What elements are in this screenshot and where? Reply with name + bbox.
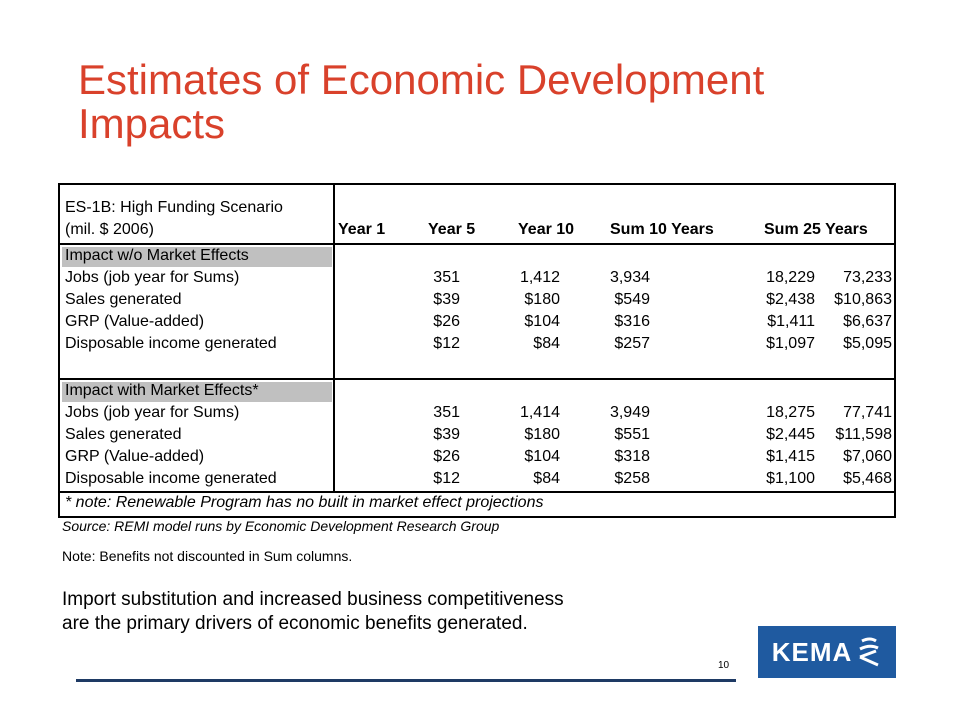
body-line: Import substitution and increased busine… [62, 589, 564, 610]
cell: $551 [614, 426, 650, 443]
table-row: Jobs (job year for Sums) 351 1,414 3,949… [60, 402, 894, 424]
table-heading-row-1: ES-1B: High Funding Scenario [60, 197, 894, 219]
cell: $1,415 [766, 448, 815, 465]
table-row: GRP (Value-added) $26 $104 $318 $1,415 $… [60, 446, 894, 468]
discount-note: Note: Benefits not discounted in Sum col… [62, 548, 353, 564]
cell: $84 [533, 335, 560, 352]
section-label-background [62, 247, 332, 267]
cell: 77,741 [843, 404, 892, 421]
row-label: GRP (Value-added) [65, 313, 205, 330]
cell: $257 [614, 335, 650, 352]
cell: $258 [614, 470, 650, 487]
footnote-divider [60, 491, 894, 493]
cell: $5,095 [843, 335, 892, 352]
column-header: Sum 25 Years [764, 221, 868, 238]
row-label: Disposable income generated [65, 470, 277, 487]
row-label: Disposable income generated [65, 335, 277, 352]
cell: $6,637 [843, 313, 892, 330]
cell: $2,445 [766, 426, 815, 443]
column-header: Year 5 [428, 221, 476, 238]
kema-wave-icon [859, 637, 879, 667]
cell: $26 [433, 313, 460, 330]
cell: 351 [433, 404, 460, 421]
cell: $549 [614, 291, 650, 308]
table-heading-line1: ES-1B: High Funding Scenario [65, 199, 283, 216]
cell: 73,233 [843, 269, 892, 286]
row-label: Sales generated [65, 291, 182, 308]
cell: $10,863 [834, 291, 892, 308]
footnote-row: * note: Renewable Program has no built i… [60, 492, 894, 514]
footer-rule [76, 679, 736, 682]
logo-text: KEMA [771, 636, 853, 667]
slide-title: Estimates of Economic Development Impact… [78, 56, 765, 147]
body-line: are the primary drivers of economic bene… [62, 613, 528, 634]
column-header: Year 1 [338, 221, 386, 238]
column-header: Sum 10 Years [610, 221, 714, 238]
cell: $1,411 [767, 313, 815, 330]
economic-impact-table: ES-1B: High Funding Scenario (mil. $ 200… [58, 183, 896, 518]
cell: 18,229 [766, 269, 815, 286]
cell: $7,060 [843, 448, 892, 465]
cell: $26 [433, 448, 460, 465]
cell: 3,949 [609, 404, 650, 421]
cell: $12 [433, 335, 460, 352]
cell: $39 [433, 426, 460, 443]
cell: $316 [614, 313, 650, 330]
cell: $104 [524, 448, 560, 465]
cell: 1,412 [519, 269, 560, 286]
source-note: Source: REMI model runs by Economic Deve… [62, 518, 500, 534]
cell: $180 [524, 426, 560, 443]
section-divider [60, 378, 894, 380]
header-divider [60, 243, 894, 245]
column-header: Year 10 [518, 221, 575, 238]
table-row: Jobs (job year for Sums) 351 1,412 3,934… [60, 267, 894, 289]
cell: $11,598 [835, 426, 892, 443]
cell: 1,414 [519, 404, 560, 421]
table-row: Disposable income generated $12 $84 $258… [60, 468, 894, 490]
cell: $12 [433, 470, 460, 487]
section-label: Impact w/o Market Effects [65, 247, 249, 264]
body-text: Import substitution and increased busine… [62, 588, 702, 636]
cell: 3,934 [609, 269, 650, 286]
cell: $39 [433, 291, 460, 308]
section-label-row: Impact with Market Effects* [60, 380, 894, 402]
cell: $180 [524, 291, 560, 308]
table-footnote: * note: Renewable Program has no built i… [65, 494, 544, 511]
section-label-background [62, 382, 332, 402]
row-label: Jobs (job year for Sums) [65, 404, 240, 421]
cell: $2,438 [766, 291, 815, 308]
cell: 351 [433, 269, 460, 286]
cell: $84 [533, 470, 560, 487]
cell: 18,275 [766, 404, 815, 421]
cell: $104 [524, 313, 560, 330]
kema-logo: KEMA [758, 626, 896, 678]
cell: $1,100 [766, 470, 815, 487]
table-row: Sales generated $39 $180 $551 $2,445 $11… [60, 424, 894, 446]
section-label-row: Impact w/o Market Effects [60, 245, 894, 267]
row-label: GRP (Value-added) [65, 448, 205, 465]
table-row: Sales generated $39 $180 $549 $2,438 $10… [60, 289, 894, 311]
page-number: 10 [718, 660, 730, 671]
table-heading-line2: (mil. $ 2006) [65, 221, 154, 238]
row-label: Sales generated [65, 426, 182, 443]
cell: $318 [614, 448, 650, 465]
table-row: GRP (Value-added) $26 $104 $316 $1,411 $… [60, 311, 894, 333]
cell: $5,468 [843, 470, 892, 487]
column-divider [333, 185, 335, 493]
row-label: Jobs (job year for Sums) [65, 269, 240, 286]
table-heading-row-2: (mil. $ 2006) Year 1 Year 5 Year 10 Sum … [60, 219, 894, 241]
cell: $1,097 [766, 335, 815, 352]
section-label: Impact with Market Effects* [65, 382, 259, 399]
table-row: Disposable income generated $12 $84 $257… [60, 333, 894, 355]
